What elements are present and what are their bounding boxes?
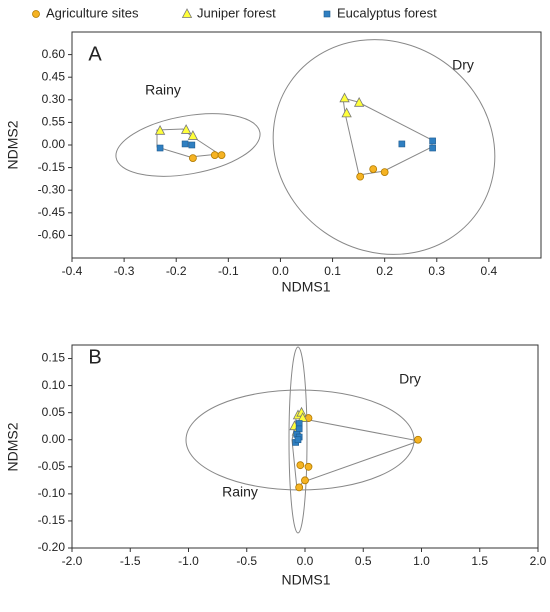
hull	[291, 413, 421, 491]
y-tick-label: -0.45	[38, 205, 66, 219]
point	[356, 172, 365, 181]
x-tick-label: 0.0	[272, 264, 289, 278]
x-tick-label: -0.4	[62, 264, 83, 278]
point	[429, 137, 436, 145]
annotation: Rainy	[145, 82, 181, 98]
y-tick-label: 0.60	[42, 47, 66, 61]
x-tick-label: -0.2	[166, 264, 187, 278]
annotation: Rainy	[222, 484, 258, 500]
point	[398, 140, 406, 148]
legend-marker	[32, 10, 40, 18]
point	[304, 462, 313, 471]
x-tick-label: -0.5	[236, 554, 257, 568]
annotation: Dry	[399, 371, 421, 387]
y-tick-label: 0.15	[42, 351, 66, 365]
y-tick-label: -0.60	[38, 228, 66, 242]
y-tick-label: -0.30	[38, 182, 66, 196]
x-tick-label: -0.3	[114, 264, 135, 278]
point	[339, 92, 350, 103]
x-tick-label: -2.0	[62, 554, 83, 568]
point	[188, 154, 197, 163]
x-tick-label: -0.1	[218, 264, 239, 278]
point	[294, 436, 302, 444]
x-axis-label: NDMS1	[281, 279, 330, 295]
point	[429, 144, 436, 152]
point	[154, 124, 166, 135]
point	[217, 151, 226, 159]
y-tick-label: -0.15	[38, 513, 66, 527]
x-tick-label: 2.0	[530, 554, 547, 568]
dry-hull	[342, 97, 433, 176]
legend-label: Agriculture sites	[46, 5, 139, 20]
point	[369, 165, 378, 174]
legend-label: Juniper forest	[197, 5, 276, 20]
point	[188, 141, 196, 149]
x-tick-label: -1.0	[178, 554, 199, 568]
legend-marker	[323, 10, 331, 18]
y-tick-label: 0.55	[42, 115, 66, 129]
x-tick-label: 1.5	[471, 554, 488, 568]
point	[295, 420, 303, 427]
annotation: Dry	[452, 57, 474, 73]
point	[296, 461, 305, 470]
y-tick-label: 0.45	[42, 69, 66, 83]
y-tick-label: -0.05	[38, 459, 66, 473]
x-axis-label: NDMS1	[281, 572, 330, 588]
point	[180, 124, 192, 134]
point	[380, 168, 389, 177]
point	[187, 130, 199, 140]
legend-marker	[181, 8, 193, 18]
panel-label: A	[88, 43, 102, 65]
y-tick-label: -0.20	[38, 540, 66, 554]
point	[295, 483, 304, 492]
y-tick-label: 0.00	[42, 137, 66, 151]
y-tick-label: -0.10	[38, 486, 66, 500]
y-tick-label: 0.00	[42, 432, 66, 446]
y-axis-label: NDMS2	[5, 422, 21, 471]
y-tick-label: -0.15	[38, 160, 66, 174]
point	[181, 140, 189, 148]
point	[295, 425, 303, 433]
point	[156, 144, 164, 152]
x-tick-label: 0.5	[355, 554, 372, 568]
point	[297, 412, 308, 422]
y-axis-label: NDMS2	[5, 120, 21, 169]
x-tick-label: 1.0	[413, 554, 430, 568]
ellipses	[115, 39, 496, 534]
dry-ellipse	[272, 39, 496, 255]
x-tick-label: 0.2	[376, 264, 393, 278]
x-tick-label: 0.0	[297, 554, 314, 568]
rainy-ellipse	[288, 346, 308, 534]
rainy-ellipse	[115, 113, 261, 177]
point	[414, 435, 422, 444]
x-tick-label: 0.1	[324, 264, 341, 278]
y-tick-label: 0.10	[42, 378, 66, 392]
panel-label: B	[88, 346, 101, 368]
y-tick-label: 0.05	[42, 405, 66, 419]
x-tick-label: 0.4	[481, 264, 498, 278]
plot-frame	[71, 344, 539, 549]
point	[353, 96, 365, 107]
x-tick-label: 0.3	[428, 264, 445, 278]
y-tick-label: 0.30	[42, 92, 66, 106]
legend-label: Eucalyptus forest	[337, 5, 437, 20]
x-tick-label: -1.5	[120, 554, 141, 568]
point	[301, 476, 309, 485]
point	[210, 151, 219, 159]
point	[341, 107, 352, 118]
